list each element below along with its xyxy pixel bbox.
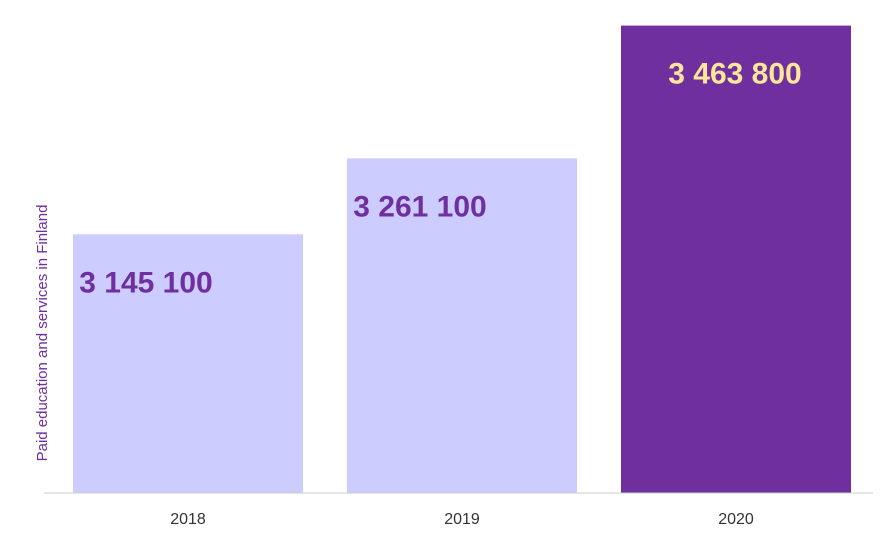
x-tick-label-2018: 2018 bbox=[170, 511, 206, 528]
x-tick-labels: 2018 2019 2020 bbox=[170, 511, 754, 528]
bar-2020 bbox=[621, 25, 851, 494]
bars-group bbox=[73, 25, 851, 494]
data-label-2019: 3 261 100 bbox=[353, 190, 486, 223]
data-label-2020: 3 463 800 bbox=[668, 58, 801, 91]
bar-2019 bbox=[347, 158, 577, 493]
data-label-2018: 3 145 100 bbox=[79, 266, 212, 299]
x-tick-label-2020: 2020 bbox=[718, 511, 754, 528]
data-labels: 3 145 100 3 261 100 3 463 800 bbox=[79, 58, 801, 300]
bar-2018 bbox=[73, 234, 303, 493]
y-axis-label: Paid education and services in Finland bbox=[34, 205, 51, 462]
x-tick-label-2019: 2019 bbox=[444, 511, 480, 528]
